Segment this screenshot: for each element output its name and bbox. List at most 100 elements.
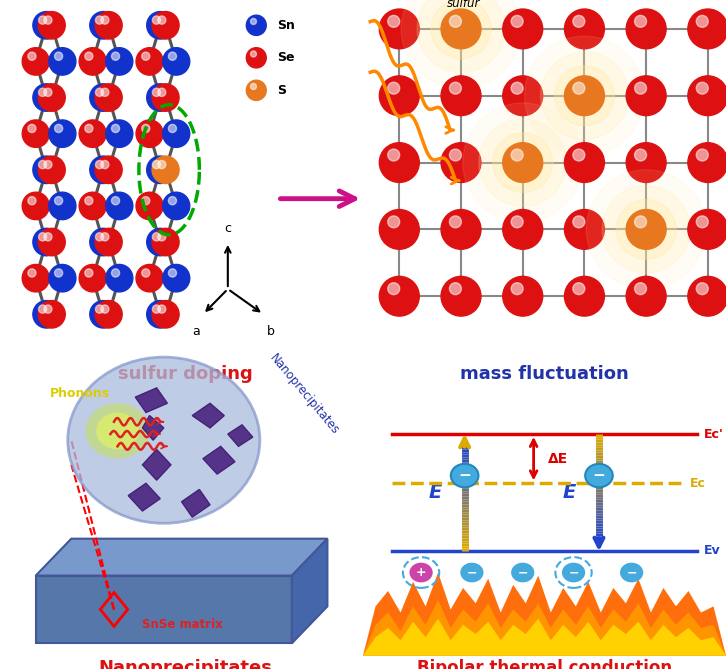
- Circle shape: [147, 300, 174, 328]
- Circle shape: [635, 216, 647, 228]
- Text: Ev: Ev: [704, 545, 721, 557]
- Circle shape: [96, 16, 104, 24]
- Circle shape: [152, 16, 160, 24]
- Circle shape: [388, 283, 400, 294]
- Text: S: S: [277, 84, 287, 97]
- Circle shape: [168, 52, 176, 60]
- Circle shape: [603, 186, 690, 273]
- Circle shape: [573, 149, 585, 161]
- Circle shape: [463, 103, 582, 222]
- Circle shape: [33, 11, 60, 39]
- Text: Nanoprecipitates: Nanoprecipitates: [267, 351, 342, 437]
- Circle shape: [136, 120, 163, 147]
- Circle shape: [38, 11, 65, 39]
- Circle shape: [449, 216, 462, 228]
- Circle shape: [96, 413, 139, 450]
- Text: −: −: [627, 566, 637, 579]
- Circle shape: [503, 76, 543, 116]
- Circle shape: [168, 197, 176, 205]
- Circle shape: [33, 84, 60, 111]
- Circle shape: [250, 84, 256, 90]
- Circle shape: [96, 88, 104, 96]
- Circle shape: [136, 47, 163, 75]
- Circle shape: [525, 36, 645, 155]
- Text: c: c: [224, 222, 232, 235]
- Circle shape: [449, 82, 462, 94]
- Circle shape: [44, 161, 52, 169]
- Circle shape: [163, 120, 189, 147]
- Circle shape: [441, 76, 481, 116]
- Circle shape: [573, 216, 585, 228]
- Circle shape: [101, 305, 109, 313]
- Circle shape: [101, 233, 109, 241]
- Text: Se: Se: [572, 0, 590, 10]
- Circle shape: [79, 47, 106, 75]
- Circle shape: [562, 563, 585, 583]
- Circle shape: [479, 119, 567, 206]
- Circle shape: [635, 283, 647, 294]
- Circle shape: [503, 209, 543, 250]
- Circle shape: [696, 283, 709, 294]
- Circle shape: [90, 300, 117, 328]
- Text: sulfur doping: sulfur doping: [118, 365, 253, 383]
- Polygon shape: [228, 425, 253, 446]
- Polygon shape: [363, 600, 726, 656]
- Circle shape: [147, 11, 174, 39]
- Circle shape: [451, 464, 478, 487]
- Circle shape: [511, 149, 523, 161]
- Circle shape: [49, 192, 76, 219]
- Circle shape: [96, 305, 104, 313]
- Circle shape: [147, 228, 174, 256]
- Circle shape: [441, 142, 481, 183]
- Circle shape: [626, 9, 666, 49]
- Circle shape: [409, 563, 433, 583]
- Circle shape: [431, 0, 491, 59]
- Circle shape: [79, 192, 106, 219]
- Polygon shape: [36, 539, 327, 575]
- Circle shape: [152, 305, 160, 313]
- Circle shape: [250, 19, 256, 25]
- Circle shape: [49, 264, 76, 292]
- Circle shape: [380, 9, 420, 49]
- Circle shape: [112, 52, 120, 60]
- Polygon shape: [292, 539, 327, 644]
- Circle shape: [79, 120, 106, 147]
- Circle shape: [635, 82, 647, 94]
- Circle shape: [573, 15, 585, 27]
- Circle shape: [28, 197, 36, 205]
- Circle shape: [44, 88, 52, 96]
- Polygon shape: [182, 490, 210, 517]
- Polygon shape: [203, 446, 235, 474]
- Circle shape: [142, 269, 150, 277]
- Circle shape: [38, 84, 65, 111]
- Circle shape: [540, 52, 629, 139]
- Text: −: −: [467, 566, 477, 579]
- Circle shape: [96, 161, 104, 169]
- Polygon shape: [142, 415, 164, 440]
- Text: Bipolar thermal conduction: Bipolar thermal conduction: [417, 659, 672, 669]
- Circle shape: [152, 11, 179, 39]
- Text: Phonons: Phonons: [50, 387, 110, 400]
- Circle shape: [163, 192, 189, 219]
- Text: Nanoprecipitates: Nanoprecipitates: [98, 659, 272, 669]
- Circle shape: [635, 149, 647, 161]
- Circle shape: [142, 197, 150, 205]
- Text: −: −: [518, 566, 528, 579]
- Circle shape: [152, 228, 179, 256]
- Circle shape: [86, 403, 150, 459]
- Circle shape: [511, 82, 523, 94]
- Circle shape: [696, 15, 709, 27]
- Circle shape: [616, 199, 676, 259]
- Circle shape: [401, 0, 521, 88]
- Circle shape: [101, 88, 109, 96]
- Circle shape: [23, 192, 49, 219]
- Circle shape: [142, 124, 150, 132]
- Text: −: −: [458, 468, 471, 483]
- Circle shape: [158, 233, 166, 241]
- Circle shape: [511, 563, 534, 583]
- Circle shape: [33, 156, 60, 183]
- Text: E: E: [428, 483, 441, 502]
- Circle shape: [101, 16, 109, 24]
- Circle shape: [449, 283, 462, 294]
- Circle shape: [555, 66, 614, 126]
